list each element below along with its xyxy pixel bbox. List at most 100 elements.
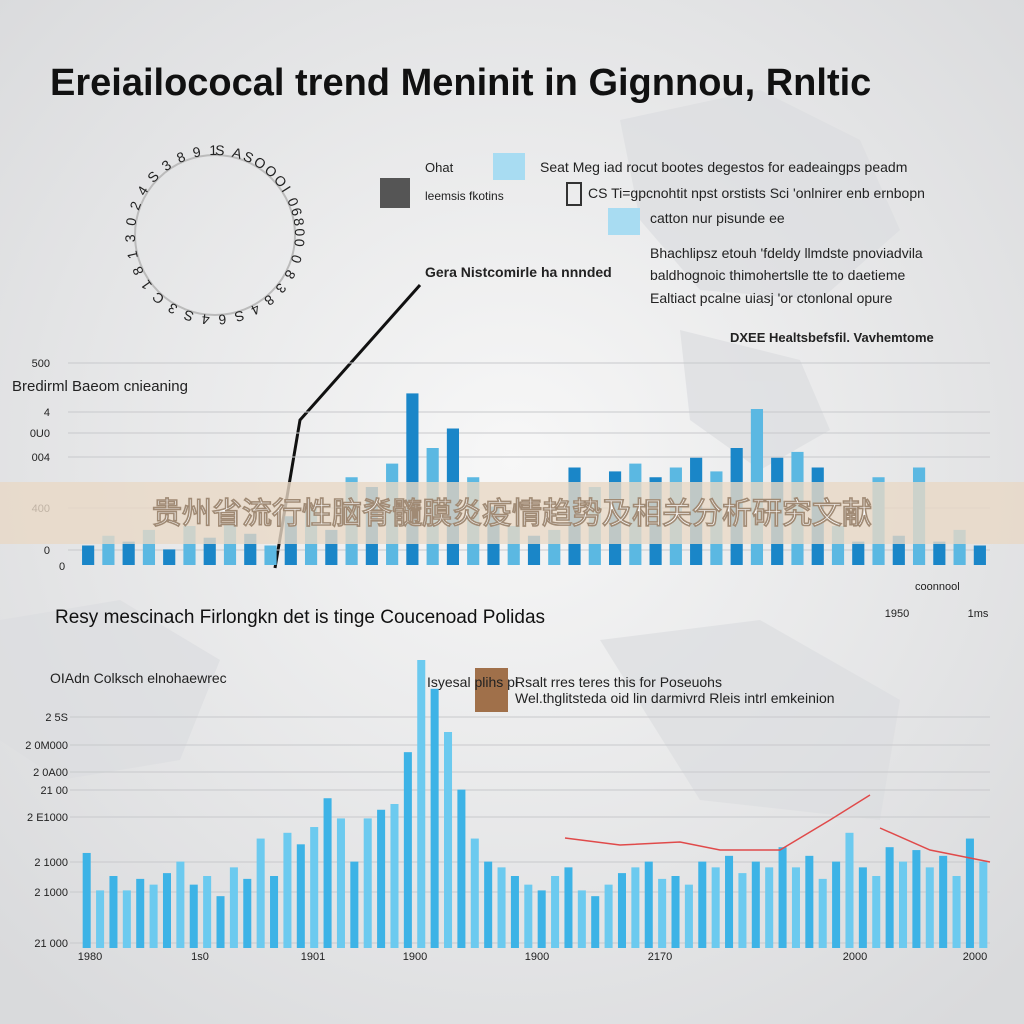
x-tick-label: 2000 bbox=[963, 951, 987, 963]
bar bbox=[264, 545, 277, 565]
bar bbox=[852, 541, 865, 565]
y-tick-label: 21 00 bbox=[40, 785, 68, 797]
bar bbox=[684, 884, 693, 948]
bar bbox=[444, 732, 453, 948]
bar bbox=[122, 890, 131, 948]
side-title: DXEE Healtsbefsfil. Vavhemtome bbox=[730, 330, 934, 345]
bar bbox=[430, 688, 439, 948]
y-tick-label: 2 E1000 bbox=[27, 812, 68, 824]
bar bbox=[296, 844, 305, 948]
y-tick-label: 0 bbox=[44, 545, 50, 557]
bar bbox=[858, 867, 867, 948]
bar bbox=[524, 884, 533, 948]
x-tick-label: 1s0 bbox=[191, 951, 209, 963]
legend-text: Isyesal plihs pi bbox=[427, 674, 518, 690]
bar bbox=[203, 876, 212, 948]
bar bbox=[470, 838, 479, 948]
bar bbox=[82, 545, 95, 565]
banner-text: 贵州省流行性脑脊髓膜炎疫情趋势及相关分析研究文献 bbox=[152, 497, 872, 532]
legend-swatch bbox=[380, 178, 410, 208]
legend-icon bbox=[566, 182, 582, 206]
ring bbox=[134, 154, 296, 316]
bar bbox=[96, 890, 105, 948]
bar bbox=[256, 838, 265, 948]
y-tick-label: 2 1000 bbox=[34, 887, 68, 899]
bar bbox=[658, 878, 667, 948]
x-tick-label: 1901 bbox=[301, 951, 325, 963]
bar bbox=[765, 867, 774, 948]
y-tick-label: 500 bbox=[32, 358, 50, 370]
bar bbox=[417, 660, 426, 948]
legend-text: Seat Meg iad rocut bootes degestos for e… bbox=[540, 159, 907, 175]
bar bbox=[564, 867, 573, 948]
bar bbox=[725, 855, 734, 948]
chart-subtitle: OIAdn Colksch elnohaewrec bbox=[50, 670, 227, 686]
bar bbox=[644, 861, 653, 948]
bar bbox=[791, 867, 800, 948]
bar bbox=[136, 878, 145, 948]
bar bbox=[698, 861, 707, 948]
bar bbox=[885, 847, 894, 948]
y-tick-label: 004 bbox=[32, 452, 50, 464]
paragraph-line: baldhognoic thimohertslle tte to daetiem… bbox=[650, 267, 905, 283]
legend-text: CS Ti=gpcnohtit npst orstists Sci 'onlni… bbox=[588, 185, 925, 201]
bar bbox=[189, 884, 198, 948]
x-tick-label: 0 bbox=[59, 561, 65, 573]
bar bbox=[216, 896, 225, 948]
bar bbox=[738, 873, 747, 948]
x-tick-label: 1980 bbox=[78, 951, 102, 963]
map-shapes bbox=[0, 90, 900, 820]
x-tick-label: 1ms bbox=[968, 608, 989, 620]
bar bbox=[933, 541, 946, 565]
x-tick-label: 2000 bbox=[843, 951, 867, 963]
bar bbox=[350, 861, 359, 948]
bar bbox=[283, 832, 292, 948]
chart-title: Bredirml Baeom cnieaning bbox=[12, 378, 188, 395]
paragraph-line: Ealtiact pcalne uiasj 'or ctonlonal opur… bbox=[650, 290, 893, 306]
bar bbox=[229, 867, 238, 948]
legend-text: leemsis fkotins bbox=[425, 189, 504, 203]
legend-text: catton nur pisunde ee bbox=[650, 210, 785, 226]
bar bbox=[363, 818, 372, 948]
bar bbox=[617, 873, 626, 948]
x-tick-label: 2170 bbox=[648, 951, 672, 963]
y-tick-label: 2 0M000 bbox=[25, 740, 68, 752]
bar bbox=[497, 867, 506, 948]
bar bbox=[510, 876, 519, 948]
footnote: coonnool bbox=[915, 581, 960, 593]
bar bbox=[832, 861, 841, 948]
bar bbox=[604, 884, 613, 948]
bar bbox=[390, 804, 399, 948]
banner bbox=[0, 482, 1024, 544]
legend-swatch bbox=[608, 208, 640, 235]
bar bbox=[109, 876, 118, 948]
bar bbox=[952, 876, 961, 948]
bar bbox=[778, 847, 787, 948]
bar bbox=[845, 832, 854, 948]
bar bbox=[805, 855, 814, 948]
bar bbox=[176, 861, 185, 948]
bar bbox=[872, 876, 881, 948]
title: Ereiailococal trend Meninit in Gignnou, … bbox=[50, 62, 871, 104]
bar bbox=[912, 850, 921, 948]
bar bbox=[899, 861, 908, 948]
y-tick-label: 21 000 bbox=[34, 938, 68, 950]
x-tick-label: 1950 bbox=[885, 608, 909, 620]
y-tick-label: 2 1000 bbox=[34, 857, 68, 869]
legend-text: Ohat bbox=[425, 160, 454, 175]
bar bbox=[203, 537, 216, 565]
bar bbox=[591, 896, 600, 948]
bar bbox=[551, 876, 560, 948]
bar bbox=[243, 878, 252, 948]
bar bbox=[457, 789, 466, 948]
bar bbox=[163, 549, 176, 565]
bar bbox=[939, 855, 948, 948]
bar bbox=[751, 861, 760, 948]
bar bbox=[577, 890, 586, 948]
bar bbox=[270, 876, 279, 948]
bar bbox=[403, 752, 412, 948]
x-tick-label: 1900 bbox=[525, 951, 549, 963]
bar bbox=[537, 890, 546, 948]
